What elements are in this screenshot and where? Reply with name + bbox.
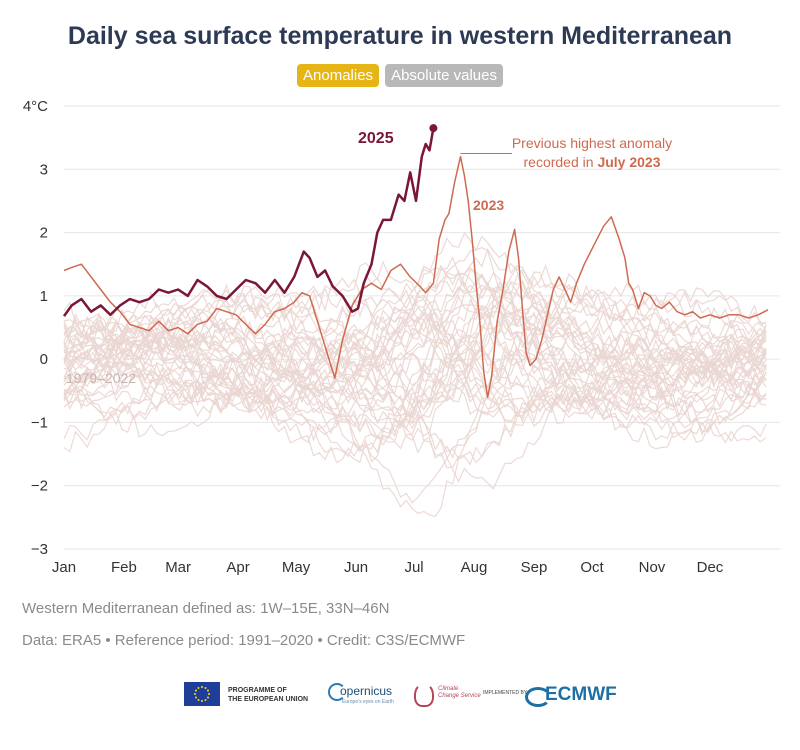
historical-line	[63, 268, 767, 420]
historical-line	[63, 264, 767, 442]
x-tick-label: Apr	[226, 559, 249, 576]
annotations: 2025 2023 1979–2022 Previous highest anomal…	[66, 130, 672, 386]
y-axis: 4°C 3 2 1 0 −1 −2 −3	[23, 98, 48, 558]
chart-title: Daily sea surface temperature in western…	[67, 22, 733, 50]
y-tick-label: −1	[31, 414, 48, 431]
ecmwf-logo: ECMWF	[525, 680, 620, 710]
historical-line	[64, 304, 767, 397]
historical-line	[63, 235, 767, 407]
label-2023: 2023	[473, 197, 504, 213]
eu-programme-label: PROGRAMME OF THE EUROPEAN UNION	[228, 687, 309, 703]
historical-line	[63, 336, 767, 469]
y-tick-label: −2	[31, 478, 48, 495]
historical-line	[63, 308, 767, 417]
y-tick-label: −3	[31, 541, 48, 558]
series-lines	[62, 124, 769, 398]
historical-line	[63, 276, 767, 419]
x-tick-label: Sep	[521, 559, 548, 576]
label-1979-2022: 1979–2022	[66, 370, 136, 386]
region-definition-note: Western Mediterranean defined as: 1W–15E…	[22, 600, 390, 617]
historical-line	[63, 295, 767, 377]
partner-logos: PROGRAMME OF THE EUROPEAN UNION opernicu…	[0, 678, 800, 714]
label-2025: 2025	[358, 130, 394, 147]
x-tick-label: Jun	[344, 559, 368, 576]
historical-line	[63, 333, 767, 490]
series-2023-line	[63, 155, 769, 398]
data-credit-note: Data: ERA5 • Reference period: 1991–2020…	[22, 632, 466, 649]
anomalies-toggle[interactable]: Anomalies	[297, 64, 380, 87]
historical-line	[63, 336, 767, 466]
implemented-by-label: IMPLEMENTED BY	[483, 690, 528, 696]
x-tick-label: Feb	[111, 559, 137, 576]
historical-line	[63, 248, 767, 464]
sst-anomaly-chart: 4°C 3 2 1 0 −1 −2 −3 Jan Feb Mar Apr May Jun Jul Aug Se…	[23, 98, 780, 576]
copernicus-logo: opernicus Europe's eyes on Earth	[326, 680, 396, 710]
historical-line	[63, 352, 767, 427]
y-tick-label: 1	[40, 288, 48, 305]
historical-line	[63, 298, 767, 409]
historical-lines-1979-2022	[63, 231, 767, 518]
x-tick-label: Nov	[639, 559, 666, 576]
eu-flag-icon	[184, 682, 220, 706]
annotation-note-line2: recorded in July 2023	[524, 154, 661, 170]
ecmwf-wave-icon	[525, 687, 551, 707]
thermometer-icon	[414, 683, 434, 707]
historical-line	[63, 311, 767, 418]
x-axis: Jan Feb Mar Apr May Jun Jul Aug Sep Oct Nov Dec	[52, 559, 724, 576]
historical-line	[63, 231, 767, 436]
grid-lines	[64, 105, 780, 550]
x-tick-label: Oct	[580, 559, 604, 576]
historical-line	[63, 260, 767, 423]
view-toggle-group: Anomalies Absolute values	[0, 64, 800, 87]
x-tick-label: Jul	[404, 559, 423, 576]
x-tick-label: Aug	[461, 559, 488, 576]
historical-line	[63, 271, 767, 464]
y-tick-label: 3	[40, 161, 48, 178]
y-tick-label: 4°C	[23, 98, 48, 115]
climate-change-service-logo: Climate Change Service	[412, 680, 492, 710]
y-tick-label: 2	[40, 225, 48, 242]
historical-line	[63, 285, 767, 458]
historical-line	[63, 282, 767, 403]
historical-line	[63, 284, 767, 430]
historical-line	[63, 296, 767, 460]
absolute-values-toggle[interactable]: Absolute values	[385, 64, 503, 87]
x-tick-label: Jan	[52, 559, 76, 576]
x-tick-label: Mar	[165, 559, 191, 576]
x-tick-label: May	[282, 559, 311, 576]
historical-line	[63, 280, 767, 440]
y-tick-label: 0	[40, 351, 48, 368]
copernicus-ring-icon	[328, 683, 346, 701]
series-2025-line	[62, 127, 435, 317]
x-tick-label: Dec	[697, 559, 724, 576]
series-2025-endpoint	[429, 124, 438, 133]
annotation-note-line1: Previous highest anomaly	[512, 135, 672, 151]
